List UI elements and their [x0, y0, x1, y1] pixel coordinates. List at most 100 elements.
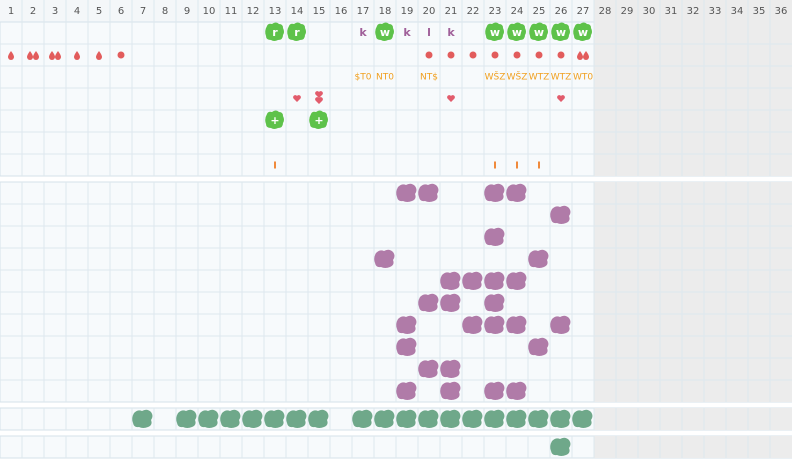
inactive-shade — [594, 408, 792, 430]
letter: k — [447, 26, 455, 39]
badge — [551, 22, 570, 41]
column-number: 30 — [643, 6, 656, 17]
column-number: 7 — [140, 6, 146, 17]
drop-icon — [583, 51, 589, 60]
column-number: 2 — [30, 6, 36, 17]
blob — [418, 293, 439, 312]
badge-letter: w — [578, 26, 588, 39]
header-shade — [594, 0, 792, 22]
heart-icon — [315, 91, 323, 98]
tick-icon — [516, 161, 518, 169]
column-number: 23 — [489, 6, 502, 17]
blob — [462, 409, 483, 428]
badge — [265, 22, 284, 41]
blob — [528, 337, 549, 356]
column-number: 14 — [291, 6, 304, 17]
badge — [529, 22, 548, 41]
blob — [418, 359, 439, 378]
blob — [506, 409, 527, 428]
drop-icon — [55, 51, 61, 60]
badge — [573, 22, 592, 41]
blob — [550, 205, 571, 224]
blob — [484, 271, 505, 290]
blob — [286, 409, 307, 428]
column-number: 33 — [709, 6, 722, 17]
blob — [396, 183, 417, 202]
blob — [440, 409, 461, 428]
column-number: 9 — [184, 6, 190, 17]
blob — [132, 409, 153, 428]
column-number: 4 — [74, 6, 80, 17]
blob — [506, 315, 527, 334]
column-number: 31 — [665, 6, 678, 17]
column-number: 35 — [753, 6, 766, 17]
drop-icon — [96, 51, 102, 60]
blob — [418, 409, 439, 428]
column-number: 3 — [52, 6, 58, 17]
column-number: 19 — [401, 6, 414, 17]
column-number: 8 — [162, 6, 168, 17]
heart-icon — [447, 95, 455, 102]
blob — [484, 227, 505, 246]
column-number: 13 — [269, 6, 282, 17]
dot-icon — [491, 51, 499, 59]
blob — [506, 271, 527, 290]
blob — [418, 183, 439, 202]
blob — [506, 381, 527, 400]
dot-icon — [117, 51, 125, 59]
blob — [396, 315, 417, 334]
dot-icon — [447, 51, 455, 59]
letter: k — [403, 26, 411, 39]
dot-icon — [535, 51, 543, 59]
blob — [550, 437, 571, 456]
blob — [440, 359, 461, 378]
blob — [440, 271, 461, 290]
badge-letter: w — [556, 26, 566, 39]
code-label: WŠZ — [507, 71, 528, 83]
column-number: 36 — [775, 6, 788, 17]
badge-letter: + — [314, 114, 323, 127]
code-label: NT$ — [420, 73, 438, 83]
tick-icon — [274, 161, 276, 169]
column-number: 6 — [118, 6, 124, 17]
badge — [265, 110, 284, 129]
heart-icon — [293, 95, 301, 102]
blob — [528, 409, 549, 428]
column-number: 1 — [8, 6, 14, 17]
column-number: 24 — [511, 6, 524, 17]
blob — [484, 183, 505, 202]
heart-icon — [557, 95, 565, 102]
badge-letter: r — [272, 26, 278, 39]
badge-letter: w — [512, 26, 522, 39]
column-number: 27 — [577, 6, 590, 17]
blob — [264, 409, 285, 428]
column-number: 17 — [357, 6, 370, 17]
tick-icon — [494, 161, 496, 169]
drop-icon — [8, 51, 14, 60]
dot-icon — [425, 51, 433, 59]
column-number: 21 — [445, 6, 458, 17]
blob — [242, 409, 263, 428]
inactive-shade — [594, 22, 792, 176]
drop-icon — [577, 51, 583, 60]
column-number: 32 — [687, 6, 700, 17]
letter: l — [427, 26, 431, 39]
code-label: WT0 — [573, 73, 593, 83]
badge-letter: r — [294, 26, 300, 39]
column-number: 26 — [555, 6, 568, 17]
blob — [440, 381, 461, 400]
blob — [308, 409, 329, 428]
heart-icon — [315, 97, 323, 104]
blob — [484, 381, 505, 400]
column-number: 11 — [225, 6, 238, 17]
badge — [485, 22, 504, 41]
blob — [198, 409, 219, 428]
blob — [176, 409, 197, 428]
blob — [462, 271, 483, 290]
blob — [396, 409, 417, 428]
inactive-shade — [594, 436, 792, 458]
blob — [550, 315, 571, 334]
code-label: $T0 — [355, 73, 372, 83]
blob — [484, 293, 505, 312]
